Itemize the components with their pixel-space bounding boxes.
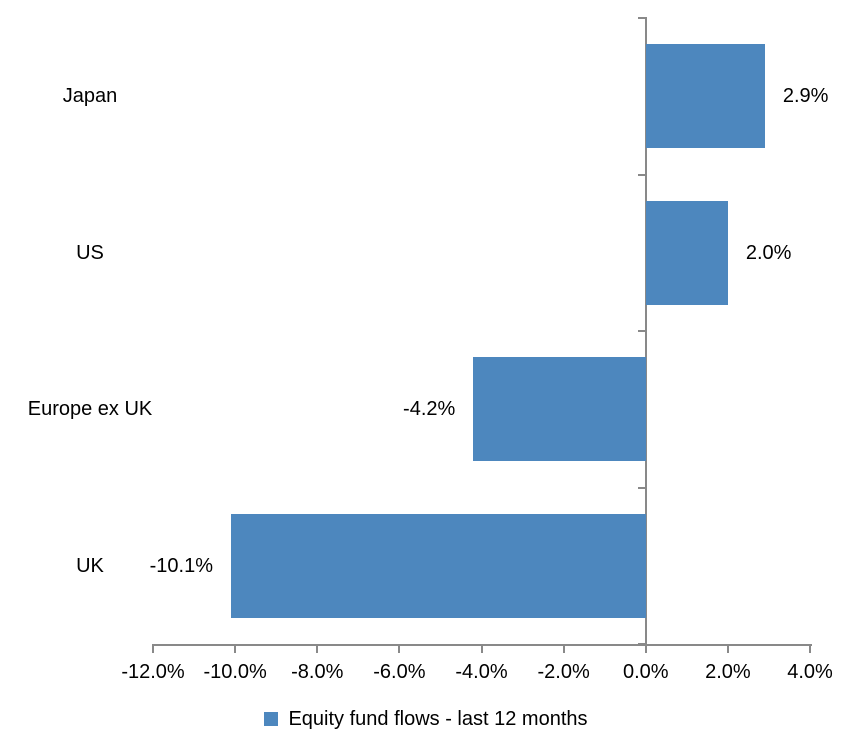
y-axis-tick [637, 643, 647, 645]
value-label: 2.0% [745, 241, 792, 264]
y-axis-tick [637, 17, 647, 19]
x-axis-tick [726, 644, 729, 653]
x-axis-tick [480, 644, 483, 653]
x-axis-tick [809, 644, 811, 653]
category-label: Europe ex UK [27, 398, 153, 421]
value-label: 2.9% [782, 85, 829, 108]
value-label: -10.1% [149, 554, 214, 577]
x-axis-tick [316, 644, 319, 653]
value-label: -4.2% [403, 398, 456, 421]
category-label: Japan [62, 85, 118, 108]
legend-swatch-icon [264, 712, 279, 726]
bar-uk [231, 513, 646, 618]
x-axis-tick-label: -10.0% [203, 661, 267, 683]
y-axis-tick [637, 173, 647, 176]
x-axis-tick [644, 644, 647, 653]
x-axis-tick-label: -4.0% [455, 661, 508, 683]
legend-label: Equity fund flows - last 12 months [288, 708, 588, 730]
x-axis-line [153, 644, 812, 646]
bar-japan [645, 44, 765, 149]
y-axis-tick [637, 330, 647, 332]
x-axis-tick [152, 644, 154, 653]
x-axis-tick-label: -6.0% [373, 661, 426, 683]
x-axis-tick-label: 4.0% [787, 661, 833, 683]
x-axis-tick-label: -2.0% [537, 661, 590, 683]
x-axis-tick-label: 0.0% [622, 661, 669, 683]
x-axis-tick-label: 2.0% [705, 661, 751, 683]
legend: Equity fund flows - last 12 months [0, 705, 852, 733]
category-label: US [76, 241, 104, 264]
x-axis-tick [234, 644, 237, 653]
x-axis-tick-label: -8.0% [291, 661, 344, 683]
category-label: UK [76, 554, 104, 577]
bar-europe-ex-uk [473, 357, 646, 462]
y-axis-tick [637, 486, 647, 489]
bar-us [645, 200, 728, 305]
x-axis-tick [562, 644, 565, 653]
x-axis-tick [398, 644, 401, 653]
x-axis-tick-label: -12.0% [121, 661, 185, 683]
